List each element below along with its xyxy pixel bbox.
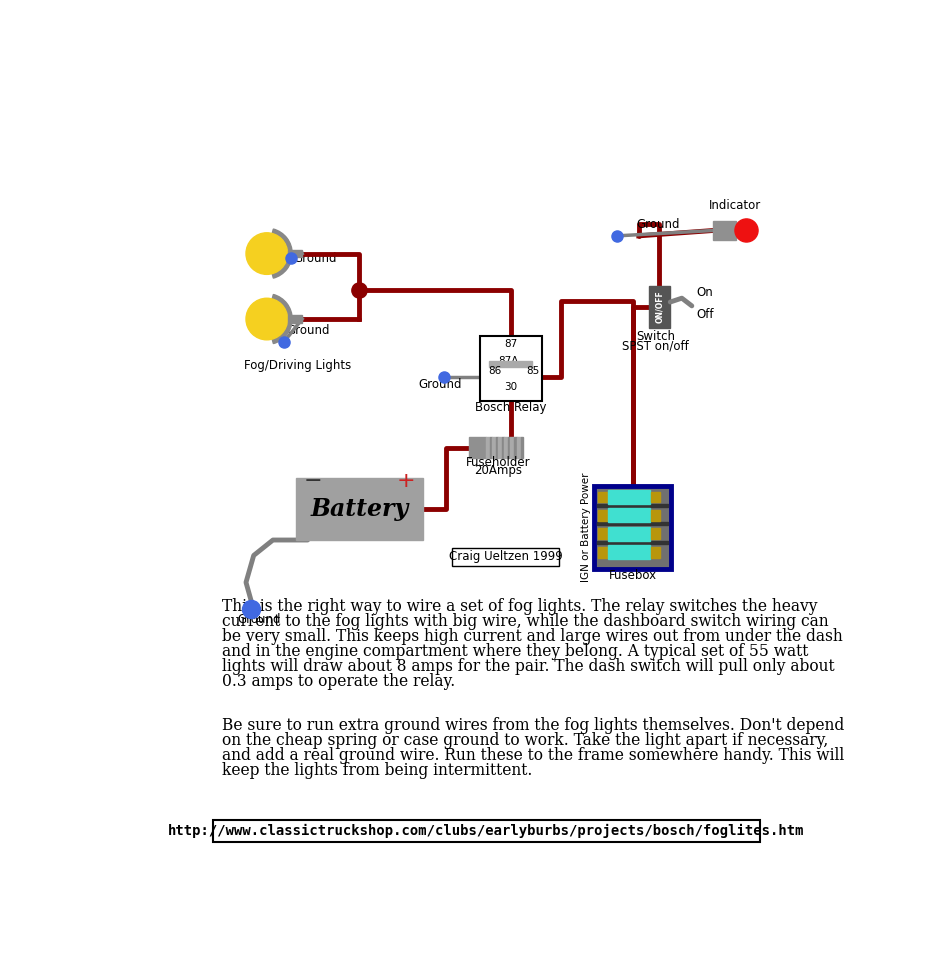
Bar — [607, 490, 649, 504]
Text: Ground: Ground — [294, 252, 337, 265]
Bar — [451, 548, 559, 566]
Text: lights will draw about 8 amps for the pair. The dash switch will pull only about: lights will draw about 8 amps for the pa… — [222, 657, 834, 675]
Text: Fuseholder: Fuseholder — [465, 456, 530, 469]
Bar — [597, 522, 667, 525]
Text: 30: 30 — [504, 382, 517, 392]
Text: Fog/Driving Lights: Fog/Driving Lights — [244, 359, 350, 372]
Bar — [607, 546, 649, 559]
Bar — [713, 221, 735, 240]
Bar — [650, 547, 660, 557]
Text: Ground: Ground — [286, 324, 329, 337]
Bar — [514, 437, 516, 458]
Bar — [594, 486, 670, 569]
Text: Ground: Ground — [237, 613, 280, 626]
Bar — [648, 285, 669, 328]
Text: 85: 85 — [526, 366, 539, 377]
Text: Ground: Ground — [635, 218, 679, 231]
Bar — [489, 437, 492, 458]
Text: Craig Ueltzen 1999: Craig Ueltzen 1999 — [448, 551, 562, 563]
Bar — [597, 541, 667, 544]
Bar — [598, 547, 606, 557]
Bar — [212, 820, 759, 842]
Bar — [480, 336, 541, 401]
Text: On: On — [696, 285, 713, 299]
Wedge shape — [266, 294, 292, 344]
Text: 0.3 amps to operate the relay.: 0.3 amps to operate the relay. — [222, 673, 455, 689]
Text: Be sure to run extra ground wires from the fog lights themselves. Don't depend: Be sure to run extra ground wires from t… — [222, 718, 844, 734]
Text: on the cheap spring or case ground to work. Take the light apart if necessary,: on the cheap spring or case ground to wo… — [222, 732, 828, 750]
Bar — [650, 510, 660, 520]
Text: IGN or Battery Power: IGN or Battery Power — [581, 473, 591, 583]
Bar — [501, 437, 504, 458]
Text: Indicator: Indicator — [708, 199, 760, 212]
Bar — [492, 437, 496, 458]
Bar — [485, 437, 489, 458]
Text: ON/OFF: ON/OFF — [654, 290, 664, 323]
Text: 20Amps: 20Amps — [473, 464, 521, 477]
Bar — [288, 316, 302, 323]
Text: Switch: Switch — [635, 330, 674, 343]
Bar — [288, 250, 302, 257]
Bar — [489, 361, 531, 367]
Text: −: − — [303, 471, 322, 491]
Text: This is the right way to wire a set of fog lights. The relay switches the heavy: This is the right way to wire a set of f… — [222, 598, 817, 615]
Bar — [597, 504, 667, 507]
Text: +: + — [396, 471, 415, 491]
Text: 86: 86 — [487, 366, 500, 377]
Text: Ground: Ground — [418, 378, 462, 391]
Text: be very small. This keeps high current and large wires out from under the dash: be very small. This keeps high current a… — [222, 628, 842, 645]
Circle shape — [734, 218, 757, 242]
Text: current to the fog lights with big wire, while the dashboard switch wiring can: current to the fog lights with big wire,… — [222, 613, 828, 630]
Text: Off: Off — [696, 308, 714, 321]
Bar — [295, 479, 423, 540]
Circle shape — [245, 233, 287, 275]
Bar — [496, 437, 497, 458]
Text: and in the engine compartment where they belong. A typical set of 55 watt: and in the engine compartment where they… — [222, 643, 808, 660]
Text: SPST on/off: SPST on/off — [621, 339, 688, 352]
Bar — [598, 510, 606, 520]
Bar — [650, 491, 660, 502]
Bar — [468, 437, 485, 458]
Bar — [504, 437, 508, 458]
Bar — [598, 528, 606, 539]
Circle shape — [245, 298, 287, 340]
Wedge shape — [266, 229, 292, 278]
Bar — [508, 437, 510, 458]
Text: Fusebox: Fusebox — [608, 569, 656, 583]
Text: http://www.classictruckshop.com/clubs/earlyburbs/projects/bosch/foglites.htm: http://www.classictruckshop.com/clubs/ea… — [168, 824, 803, 838]
Bar — [607, 509, 649, 522]
Bar — [520, 437, 522, 458]
Text: 87: 87 — [504, 339, 517, 349]
Text: keep the lights from being intermittent.: keep the lights from being intermittent. — [222, 762, 531, 779]
Text: Battery: Battery — [311, 497, 408, 521]
Bar — [598, 491, 606, 502]
Text: and add a real ground wire. Run these to the frame somewhere handy. This will: and add a real ground wire. Run these to… — [222, 747, 844, 764]
Bar — [510, 437, 514, 458]
Text: 87A: 87A — [497, 355, 518, 366]
Bar — [516, 437, 520, 458]
Bar — [497, 437, 501, 458]
Bar — [607, 527, 649, 541]
Text: Bosch Relay: Bosch Relay — [475, 401, 546, 414]
Bar — [650, 528, 660, 539]
